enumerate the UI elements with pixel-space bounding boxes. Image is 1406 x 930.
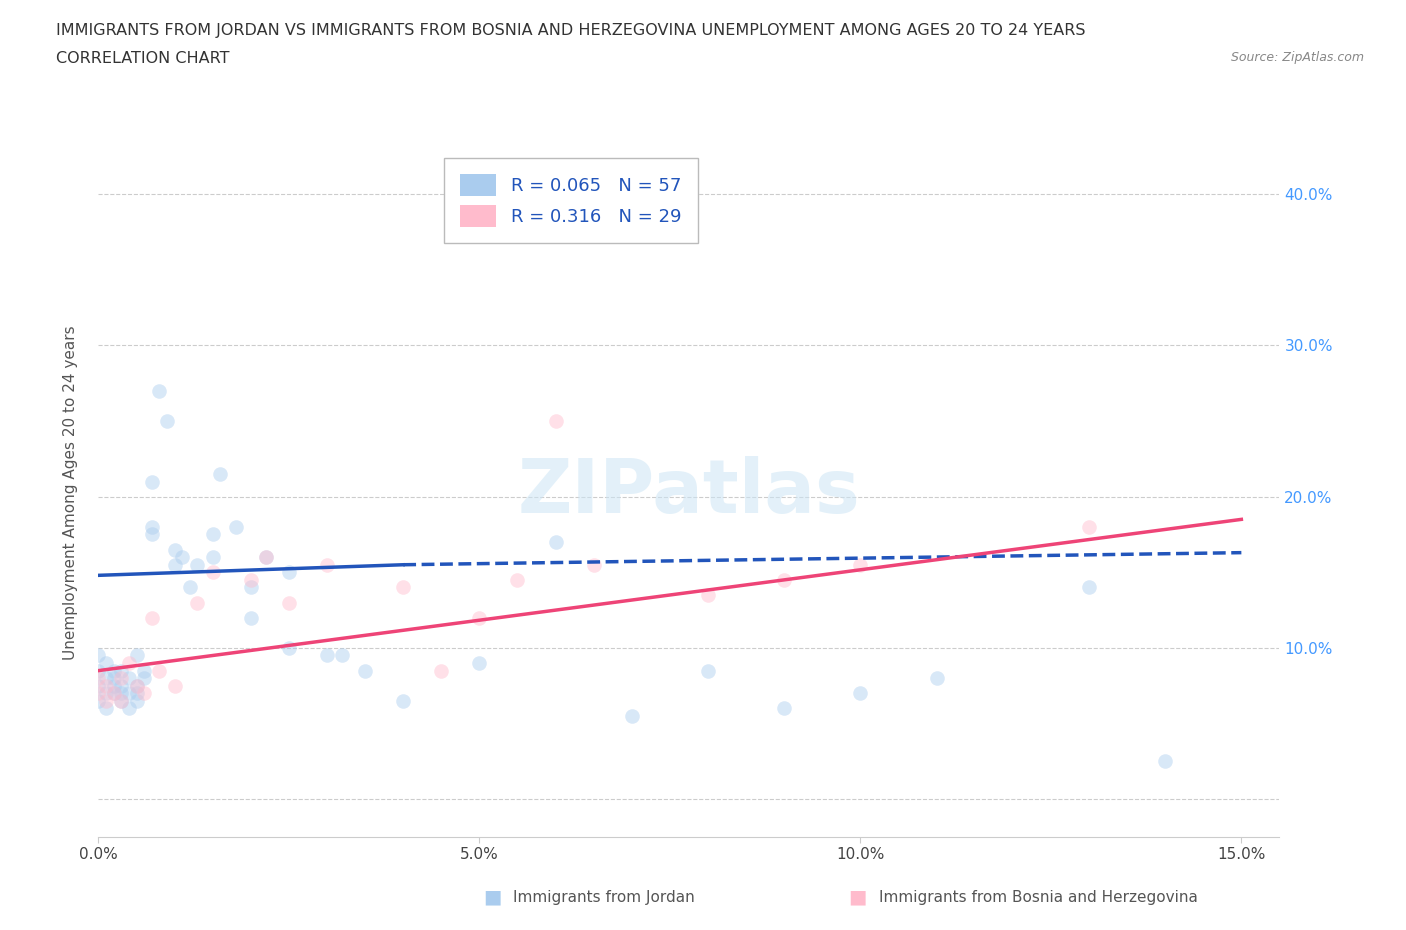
Point <box>392 580 415 595</box>
Point <box>697 588 720 603</box>
Point <box>163 542 186 557</box>
Point <box>1154 754 1177 769</box>
Point <box>201 550 224 565</box>
Point <box>110 671 132 685</box>
Point <box>110 694 132 709</box>
Point <box>544 414 567 429</box>
Point <box>239 610 262 625</box>
Point <box>103 685 125 700</box>
Point <box>110 678 132 693</box>
Point <box>254 550 277 565</box>
Point <box>118 671 141 685</box>
Point <box>94 694 117 709</box>
Point <box>186 557 208 572</box>
Point <box>1078 520 1101 535</box>
Point <box>103 685 125 700</box>
Point <box>148 383 170 398</box>
Point <box>277 565 299 579</box>
Point <box>156 414 179 429</box>
Point <box>141 520 163 535</box>
Point <box>125 648 148 663</box>
Text: Immigrants from Bosnia and Herzegovina: Immigrants from Bosnia and Herzegovina <box>879 890 1198 905</box>
Point <box>125 694 148 709</box>
Text: CORRELATION CHART: CORRELATION CHART <box>56 51 229 66</box>
Point <box>773 701 796 716</box>
Point <box>87 648 110 663</box>
Point <box>110 694 132 709</box>
Point <box>148 663 170 678</box>
Point <box>87 671 110 685</box>
Point <box>163 678 186 693</box>
Point <box>925 671 948 685</box>
Point <box>118 656 141 671</box>
Point <box>110 685 132 700</box>
Point <box>134 685 156 700</box>
Point <box>316 557 339 572</box>
Point <box>87 694 110 709</box>
Point <box>468 610 491 625</box>
Point <box>277 595 299 610</box>
Point <box>125 678 148 693</box>
Point <box>110 663 132 678</box>
Point <box>330 648 353 663</box>
Point <box>201 527 224 542</box>
Text: Source: ZipAtlas.com: Source: ZipAtlas.com <box>1230 51 1364 64</box>
Y-axis label: Unemployment Among Ages 20 to 24 years: Unemployment Among Ages 20 to 24 years <box>63 326 77 660</box>
Point <box>582 557 605 572</box>
Point <box>87 685 110 700</box>
Point <box>468 656 491 671</box>
Point <box>172 550 194 565</box>
Point <box>134 671 156 685</box>
Point <box>186 595 208 610</box>
Text: ■: ■ <box>482 888 502 907</box>
Point <box>179 580 201 595</box>
Point <box>316 648 339 663</box>
Point <box>103 678 125 693</box>
Point <box>94 678 117 693</box>
Point <box>506 573 529 588</box>
Point <box>430 663 453 678</box>
Text: IMMIGRANTS FROM JORDAN VS IMMIGRANTS FROM BOSNIA AND HERZEGOVINA UNEMPLOYMENT AM: IMMIGRANTS FROM JORDAN VS IMMIGRANTS FRO… <box>56 23 1085 38</box>
Point <box>94 685 117 700</box>
Point <box>849 685 872 700</box>
Point <box>239 580 262 595</box>
Text: Immigrants from Jordan: Immigrants from Jordan <box>513 890 695 905</box>
Point <box>125 685 148 700</box>
Legend: R = 0.065   N = 57, R = 0.316   N = 29: R = 0.065 N = 57, R = 0.316 N = 29 <box>444 158 697 244</box>
Point <box>201 565 224 579</box>
Point <box>118 685 141 700</box>
Point <box>87 663 110 678</box>
Point <box>94 656 117 671</box>
Point <box>125 678 148 693</box>
Point <box>141 527 163 542</box>
Point <box>277 641 299 656</box>
Point <box>94 701 117 716</box>
Point <box>773 573 796 588</box>
Point <box>254 550 277 565</box>
Point <box>697 663 720 678</box>
Point <box>849 557 872 572</box>
Text: ■: ■ <box>848 888 868 907</box>
Point <box>163 557 186 572</box>
Point <box>209 467 232 482</box>
Point <box>354 663 377 678</box>
Point <box>141 474 163 489</box>
Point <box>134 663 156 678</box>
Point <box>118 701 141 716</box>
Point <box>103 663 125 678</box>
Point <box>620 709 643 724</box>
Point <box>94 671 117 685</box>
Point <box>1078 580 1101 595</box>
Point <box>392 694 415 709</box>
Point <box>103 671 125 685</box>
Text: ZIPatlas: ZIPatlas <box>517 457 860 529</box>
Point <box>141 610 163 625</box>
Point <box>239 573 262 588</box>
Point <box>87 678 110 693</box>
Point <box>225 520 247 535</box>
Point <box>544 535 567 550</box>
